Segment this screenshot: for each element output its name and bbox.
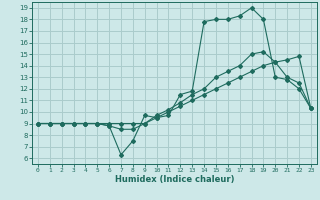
X-axis label: Humidex (Indice chaleur): Humidex (Indice chaleur) (115, 175, 234, 184)
